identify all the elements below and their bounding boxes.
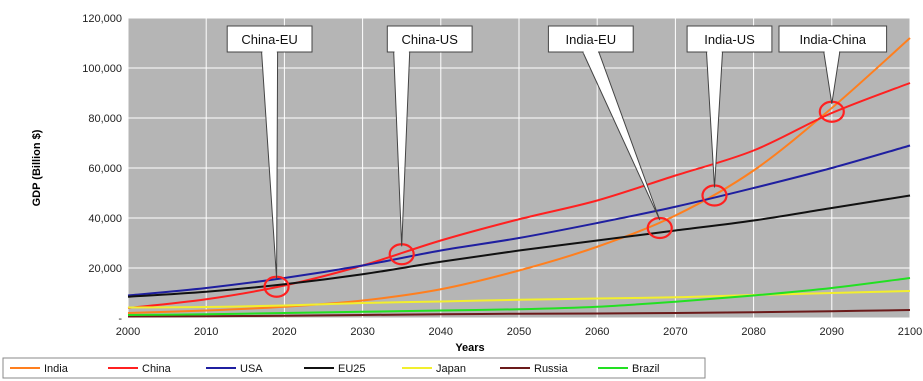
y-tick-label: 80,000 bbox=[88, 113, 122, 125]
callout-label: India-EU bbox=[566, 32, 617, 47]
y-tick-label: 100,000 bbox=[82, 63, 122, 75]
x-tick-label: 2070 bbox=[663, 326, 687, 338]
series-line-brazil bbox=[127, 277, 911, 316]
callout-box bbox=[686, 25, 773, 53]
x-tick-label: 2100 bbox=[898, 326, 922, 338]
series-line-eu25 bbox=[127, 194, 911, 298]
callout-joint bbox=[824, 50, 839, 54]
series-line-russia bbox=[127, 309, 911, 318]
x-tick-label: 2020 bbox=[272, 326, 296, 338]
y-axis-title: GDP (Billion $) bbox=[31, 129, 43, 206]
legend-box bbox=[2, 357, 706, 379]
x-tick-label: 2010 bbox=[194, 326, 218, 338]
legend: India China USA EU25 Japan Russia Brazil bbox=[2, 357, 706, 379]
legend-label: EU25 bbox=[338, 363, 366, 375]
callout-box bbox=[547, 25, 634, 53]
legend-label: Japan bbox=[436, 363, 466, 375]
legend-label: China bbox=[142, 363, 172, 375]
series-line-india bbox=[127, 37, 911, 314]
callout-joint bbox=[707, 50, 722, 54]
callout-label: India-US bbox=[704, 32, 755, 47]
series-line-china bbox=[127, 82, 911, 309]
intersection-circle bbox=[646, 216, 673, 240]
legend-item-brazil: Brazil bbox=[598, 363, 660, 375]
y-tick-label: 120,000 bbox=[82, 13, 122, 25]
x-tick-label: 2090 bbox=[820, 326, 844, 338]
series-lines bbox=[127, 37, 911, 318]
legend-item-russia: Russia bbox=[500, 363, 569, 375]
legend-label: Brazil bbox=[632, 363, 660, 375]
y-tick-label: - bbox=[118, 313, 122, 325]
callout-joint bbox=[394, 50, 409, 54]
callout-label: China-US bbox=[402, 32, 459, 47]
x-axis-title: Years bbox=[455, 342, 484, 354]
legend-item-usa: USA bbox=[206, 363, 263, 375]
legend-label: Russia bbox=[534, 363, 569, 375]
legend-item-china: China bbox=[108, 363, 172, 375]
callout-labels: China-EU China-US India-EU India-US India-Ch… bbox=[226, 25, 888, 279]
series-line-usa bbox=[127, 144, 911, 297]
legend-item-eu25: EU25 bbox=[304, 363, 366, 375]
legend-label: India bbox=[44, 363, 69, 375]
y-tick-label: 20,000 bbox=[88, 263, 122, 275]
x-tick-label: 2000 bbox=[116, 326, 140, 338]
callout-label: India-China bbox=[800, 32, 867, 47]
x-tick-label: 2060 bbox=[585, 326, 609, 338]
x-tick-label: 2040 bbox=[429, 326, 453, 338]
y-tick-labels: - 20,000 40,000 60,000 80,000 100,000 120,000 bbox=[82, 13, 122, 325]
x-tick-label: 2050 bbox=[507, 326, 531, 338]
callout-box bbox=[386, 25, 473, 53]
callout-india-us: India-US bbox=[686, 25, 773, 188]
x-tick-label: 2030 bbox=[350, 326, 374, 338]
callout-china-us: China-US bbox=[386, 25, 473, 247]
legend-label: USA bbox=[240, 363, 263, 375]
callout-box bbox=[226, 25, 313, 53]
callout-china-eu: China-EU bbox=[226, 25, 313, 279]
y-tick-label: 60,000 bbox=[88, 163, 122, 175]
y-tick-label: 40,000 bbox=[88, 213, 122, 225]
x-tick-labels: 2000 2010 2020 2030 2040 2050 2060 2070 2080 2090… bbox=[116, 326, 922, 338]
x-tick-label: 2080 bbox=[741, 326, 765, 338]
legend-item-india: India bbox=[10, 363, 69, 375]
callout-india-china: India-China bbox=[778, 25, 888, 104]
callout-label: China-EU bbox=[241, 32, 297, 47]
legend-item-japan: Japan bbox=[402, 363, 466, 375]
callout-joint bbox=[583, 50, 598, 54]
callout-india-eu: India-EU bbox=[547, 25, 661, 221]
callout-joint bbox=[262, 50, 277, 54]
